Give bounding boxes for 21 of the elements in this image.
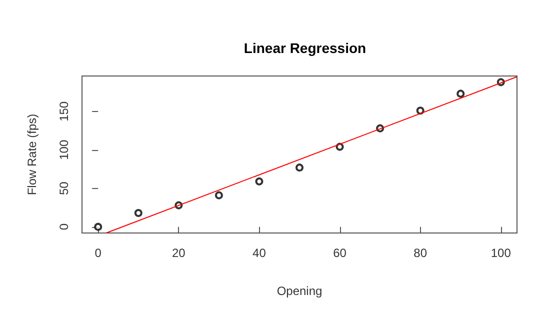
point bbox=[336, 142, 344, 151]
x-tick-label: 80 bbox=[414, 246, 428, 260]
x-axis-title: Opening bbox=[276, 284, 322, 298]
point bbox=[296, 164, 304, 172]
point bbox=[94, 222, 102, 231]
y-tick-label: 150 bbox=[57, 101, 71, 122]
y-tick-label: 50 bbox=[57, 181, 71, 196]
x-tick-label: 40 bbox=[252, 246, 266, 260]
point bbox=[456, 90, 465, 98]
y-axis-title: Flow Rate (fps) bbox=[25, 114, 39, 196]
point bbox=[214, 191, 223, 200]
x-tick-label: 60 bbox=[333, 246, 347, 260]
point bbox=[255, 177, 264, 186]
point bbox=[134, 208, 142, 217]
chart-title: Linear Regression bbox=[244, 40, 366, 56]
x-tick-label: 100 bbox=[490, 246, 512, 260]
x-tick-label: 20 bbox=[172, 246, 186, 260]
y-tick-label: 0 bbox=[57, 223, 71, 230]
point bbox=[416, 106, 424, 115]
y-tick-label: 100 bbox=[57, 140, 71, 160]
x-tick-label: 0 bbox=[94, 246, 102, 260]
